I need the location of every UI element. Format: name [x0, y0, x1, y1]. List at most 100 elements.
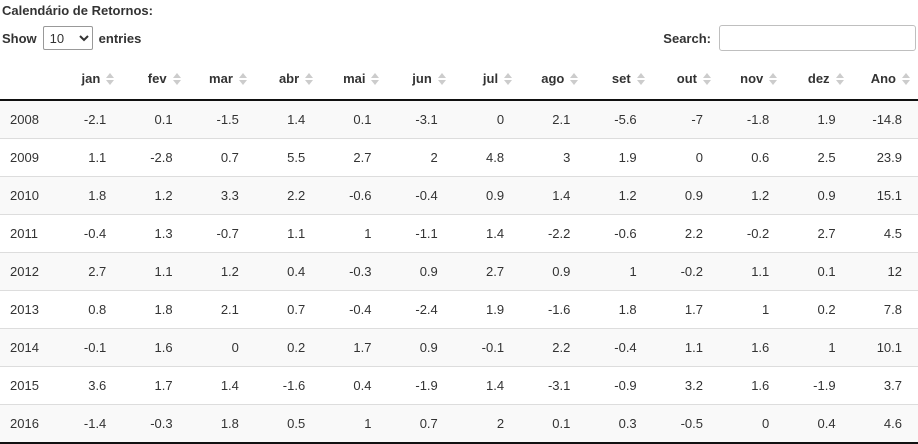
- value-cell: 1: [718, 290, 786, 329]
- value-cell: 0.9: [785, 176, 852, 215]
- sort-icon: [504, 72, 513, 85]
- value-cell: -0.4: [586, 328, 653, 367]
- column-label: jan: [81, 71, 101, 86]
- value-cell: -2.2: [520, 214, 587, 253]
- value-cell: 0.6: [718, 138, 786, 177]
- value-cell: 3: [520, 138, 587, 177]
- sort-icon: [371, 72, 380, 85]
- value-cell: -1.5: [216, 112, 239, 127]
- column-header-abr[interactable]: abr: [254, 58, 322, 101]
- value-cell: -1.9: [387, 366, 454, 405]
- value-cell: 2.1: [552, 112, 571, 127]
- table-controls: Show 10 entries Search:: [0, 20, 918, 58]
- page-title: Calendário de Retornos:: [2, 3, 153, 18]
- value-cell: 0.3: [586, 404, 653, 443]
- value-cell: -0.6: [321, 176, 388, 215]
- value-cell: 1.4: [188, 366, 255, 405]
- search-label: Search:: [663, 30, 711, 46]
- column-header-fev[interactable]: fev: [122, 58, 189, 101]
- column-label: mai: [343, 71, 366, 86]
- column-header-jun[interactable]: jun: [387, 58, 454, 101]
- value-cell: 1.1: [652, 328, 719, 367]
- value-cell: 1.8: [586, 290, 653, 329]
- value-cell: 0.2: [254, 328, 322, 367]
- value-cell: -0.2: [652, 252, 719, 291]
- value-cell: 2.7: [56, 252, 123, 291]
- column-header-jul[interactable]: jul: [453, 58, 521, 101]
- column-header-mar[interactable]: mar: [188, 58, 255, 101]
- value-cell: 4.5: [851, 214, 918, 253]
- year-cell: 2015: [0, 366, 56, 405]
- column-label: ago: [541, 71, 565, 86]
- value-cell: 0: [718, 404, 786, 443]
- year-cell: 2009: [0, 138, 56, 177]
- column-header-dez[interactable]: dez: [785, 58, 852, 101]
- value-cell: -1.9: [785, 366, 852, 405]
- value-cell: 1.9: [586, 138, 653, 177]
- value-cell: 1.8: [122, 290, 189, 329]
- value-cell: 2.2: [520, 328, 587, 367]
- entries-select[interactable]: 10: [42, 26, 93, 50]
- column-label: jul: [482, 71, 499, 86]
- returns-table: jan fev mar abr mai jun jul ago set out nov dez Ano …: [0, 58, 918, 444]
- year-cell: 2014: [0, 328, 56, 367]
- column-header-out[interactable]: out: [652, 58, 719, 101]
- value-cell: 2.7: [453, 252, 521, 291]
- column-header-year[interactable]: [0, 58, 56, 101]
- column-header-jan[interactable]: jan: [56, 58, 123, 101]
- value-cell: 7.8: [851, 290, 918, 329]
- value-cell: -0.5: [652, 404, 719, 443]
- table-row: 2009 1.1 -2.8 0.7 5.5 2.7 2 4.8 3 1.9 0 0.6 2.5 23.9: [0, 138, 918, 177]
- table-row: 2014 -0.1 1.6 0 0.2 1.7 0.9 -0.1 2.2 -0.4 1.1 1.6 1 1…: [0, 328, 918, 367]
- column-label: abr: [278, 71, 300, 86]
- table-header-row: jan fev mar abr mai jun jul ago set out nov dez Ano: [0, 58, 918, 101]
- show-label: Show: [2, 30, 37, 46]
- value-cell: 1.7: [122, 366, 189, 405]
- value-cell: 0.1: [154, 112, 173, 127]
- value-cell: 0.5: [254, 404, 322, 443]
- value-cell: 1.4: [520, 176, 587, 215]
- search-control: Search:: [663, 25, 916, 51]
- value-cell: -0.4: [56, 214, 123, 253]
- value-cell: 0.7: [254, 290, 322, 329]
- value-cell: 2.5: [785, 138, 852, 177]
- year-cell: 2013: [0, 290, 56, 329]
- column-header-mai[interactable]: mai: [321, 58, 388, 101]
- value-cell: -1.6: [254, 366, 322, 405]
- value-cell: 0.7: [387, 404, 454, 443]
- table-row: 2015 3.6 1.7 1.4 -1.6 0.4 -1.9 1.4 -3.1 -0.9 3.2 1.…: [0, 366, 918, 405]
- value-cell: 2.2: [652, 214, 719, 253]
- value-cell: 0.9: [652, 176, 719, 215]
- value-cell: 0: [496, 112, 505, 127]
- sort-icon: [702, 72, 711, 85]
- value-cell: 0.4: [254, 252, 322, 291]
- value-cell: 1.3: [122, 214, 189, 253]
- value-cell: 1.4: [287, 112, 306, 127]
- table-row: 2008 -2.1 0.1 -1.5 1.4 0.1 -3.1 0 2.1 -5.6 -7 -1.8 1…: [0, 100, 918, 139]
- table-body: 2008 -2.1 0.1 -1.5 1.4 0.1 -3.1 0 2.1 -5.6 -7 -1.8 1…: [0, 100, 918, 443]
- value-cell: 0.7: [188, 138, 255, 177]
- column-header-ano[interactable]: Ano: [851, 58, 918, 101]
- value-cell: -0.6: [586, 214, 653, 253]
- value-cell: 0.4: [785, 404, 852, 443]
- value-cell: 1.1: [56, 138, 123, 177]
- value-cell: 0.9: [387, 328, 454, 367]
- value-cell: 4.8: [453, 138, 521, 177]
- sort-icon: [106, 72, 115, 85]
- value-cell: -14.8: [872, 112, 902, 127]
- value-cell: 1.1: [254, 214, 322, 253]
- value-cell: -0.3: [321, 252, 388, 291]
- value-cell: 3.3: [188, 176, 255, 215]
- value-cell: -1.4: [56, 404, 123, 443]
- column-header-nov[interactable]: nov: [718, 58, 786, 101]
- sort-icon: [835, 72, 844, 85]
- value-cell: -1.8: [746, 112, 770, 127]
- value-cell: -2.8: [122, 138, 189, 177]
- column-header-ago[interactable]: ago: [520, 58, 587, 101]
- value-cell: 1.1: [122, 252, 189, 291]
- sort-icon: [437, 72, 446, 85]
- column-header-set[interactable]: set: [586, 58, 653, 101]
- value-cell: 0.2: [785, 290, 852, 329]
- search-input[interactable]: [719, 25, 916, 51]
- value-cell: 0: [652, 138, 719, 177]
